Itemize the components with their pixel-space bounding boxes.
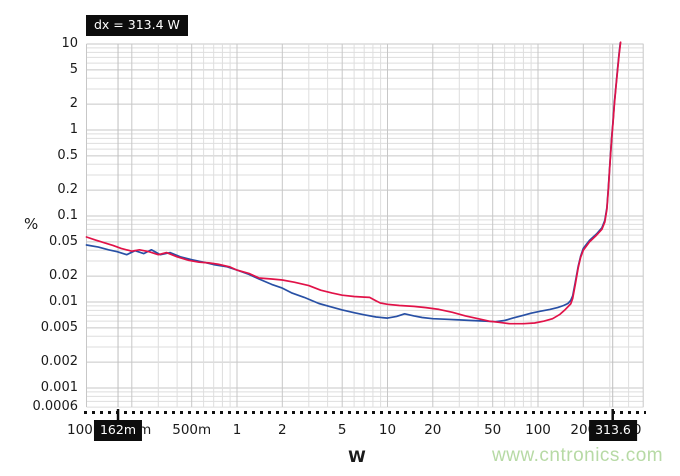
y-tick-label: 0.1 bbox=[57, 208, 78, 223]
x-tick-label: 5 bbox=[337, 422, 347, 438]
y-tick-label: 10 bbox=[61, 36, 78, 51]
y-tick-label: 0.5 bbox=[57, 147, 78, 163]
y-tick-label: 5 bbox=[69, 61, 78, 77]
y-tick-label: 0.005 bbox=[40, 319, 78, 335]
y-tick-label: 0.002 bbox=[40, 354, 78, 370]
x-tick-label: 1 bbox=[232, 422, 242, 438]
y-tick-label: 2 bbox=[69, 96, 78, 112]
dx-readout: dx = 313.4 W bbox=[86, 15, 188, 36]
x-cursor-right-value[interactable]: 313.6 bbox=[589, 420, 637, 441]
y-tick-label: 1 bbox=[69, 122, 78, 137]
x-tick-label: 2 bbox=[278, 422, 287, 438]
gridlines bbox=[86, 43, 644, 408]
x-tick-label: 10 bbox=[378, 422, 397, 438]
x-cursor-left-value[interactable]: 162m bbox=[93, 420, 143, 441]
y-axis-unit-label: % bbox=[24, 215, 39, 233]
y-tick-label: 0.01 bbox=[49, 294, 78, 309]
x-axis-unit-label: W bbox=[348, 447, 366, 466]
y-tick-label: 0.05 bbox=[49, 233, 78, 249]
x-tick-label: 50 bbox=[484, 422, 502, 438]
y-tick-label: 0.0006 bbox=[32, 399, 79, 415]
y-tick-label: 0.02 bbox=[49, 268, 78, 284]
y-tick-label: 0.2 bbox=[57, 182, 78, 198]
watermark: www.cntronics.com bbox=[492, 445, 664, 466]
red-trace bbox=[85, 41, 622, 325]
x-tick-label: 500m bbox=[172, 422, 212, 438]
y-tick-label: 0.001 bbox=[40, 380, 78, 395]
x-tick-label: 100 bbox=[525, 422, 551, 438]
x-tick-label: 20 bbox=[424, 422, 442, 438]
blue-trace bbox=[85, 42, 622, 323]
